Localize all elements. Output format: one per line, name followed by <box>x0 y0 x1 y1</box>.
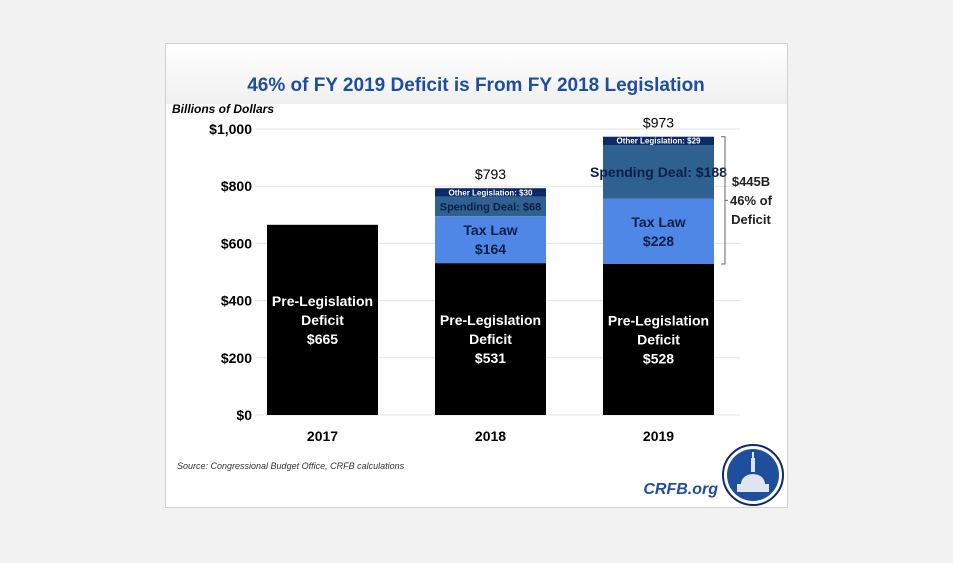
data-label: Tax Law <box>463 222 517 238</box>
crfb-site-label: CRFB.org <box>643 481 718 498</box>
data-label: Spending Deal: $188 <box>590 164 727 180</box>
bar-segment-spending-deal <box>603 145 714 199</box>
y-tick-label: $0 <box>236 407 252 423</box>
y-tick-label: $400 <box>221 293 252 309</box>
bar-segment-other-legislation <box>603 136 714 146</box>
y-axis-label: Billions of Dollars <box>172 102 274 116</box>
chart-title: 46% of FY 2019 Deficit is From FY 2018 L… <box>247 75 705 96</box>
x-tick-label: 2019 <box>643 428 674 444</box>
y-tick-label: $800 <box>221 178 252 194</box>
total-label: $793 <box>475 166 506 182</box>
title-band <box>166 44 787 104</box>
data-label: Deficit <box>637 331 680 347</box>
data-label: $665 <box>307 331 338 347</box>
source-note: Source: Congressional Budget Office, CRF… <box>177 461 405 471</box>
data-label: $228 <box>643 233 674 249</box>
bar-segment-pre-legislation-deficit <box>603 263 714 415</box>
bar-segment-pre-legislation-deficit <box>435 263 546 415</box>
data-label: Deficit <box>469 331 512 347</box>
data-label: Deficit <box>301 312 344 328</box>
bar-segment-other-legislation <box>435 188 546 197</box>
crfb-logo-icon <box>722 444 784 506</box>
bar-segment-tax-law <box>603 198 714 264</box>
data-label: Pre-Legislation <box>440 312 541 328</box>
data-label: Tax Law <box>631 214 685 230</box>
annotation-text: Deficit <box>731 212 771 227</box>
x-tick-label: 2018 <box>475 428 506 444</box>
data-label: $164 <box>475 241 506 257</box>
bracket <box>721 136 728 265</box>
data-label: Spending Deal: $68 <box>440 201 541 213</box>
total-label: $973 <box>643 115 674 131</box>
data-label: $528 <box>643 350 674 366</box>
data-label: Other Legislation: $30 <box>448 188 533 197</box>
bar-segment-spending-deal <box>435 196 546 217</box>
annotation-text: $445B <box>732 174 770 189</box>
bar-segment-tax-law <box>435 216 546 264</box>
data-label: Pre-Legislation <box>272 293 373 309</box>
y-tick-label: $1,000 <box>209 121 252 137</box>
data-label: Other Legislation: $29 <box>616 137 701 146</box>
data-label: Pre-Legislation <box>608 312 709 328</box>
x-tick-label: 2017 <box>307 428 338 444</box>
bar-segment-pre-legislation-deficit <box>267 224 378 415</box>
y-tick-label: $600 <box>221 235 252 251</box>
annotation-text: 46% of <box>730 193 773 208</box>
data-label: $531 <box>475 350 506 366</box>
y-tick-label: $200 <box>221 350 252 366</box>
